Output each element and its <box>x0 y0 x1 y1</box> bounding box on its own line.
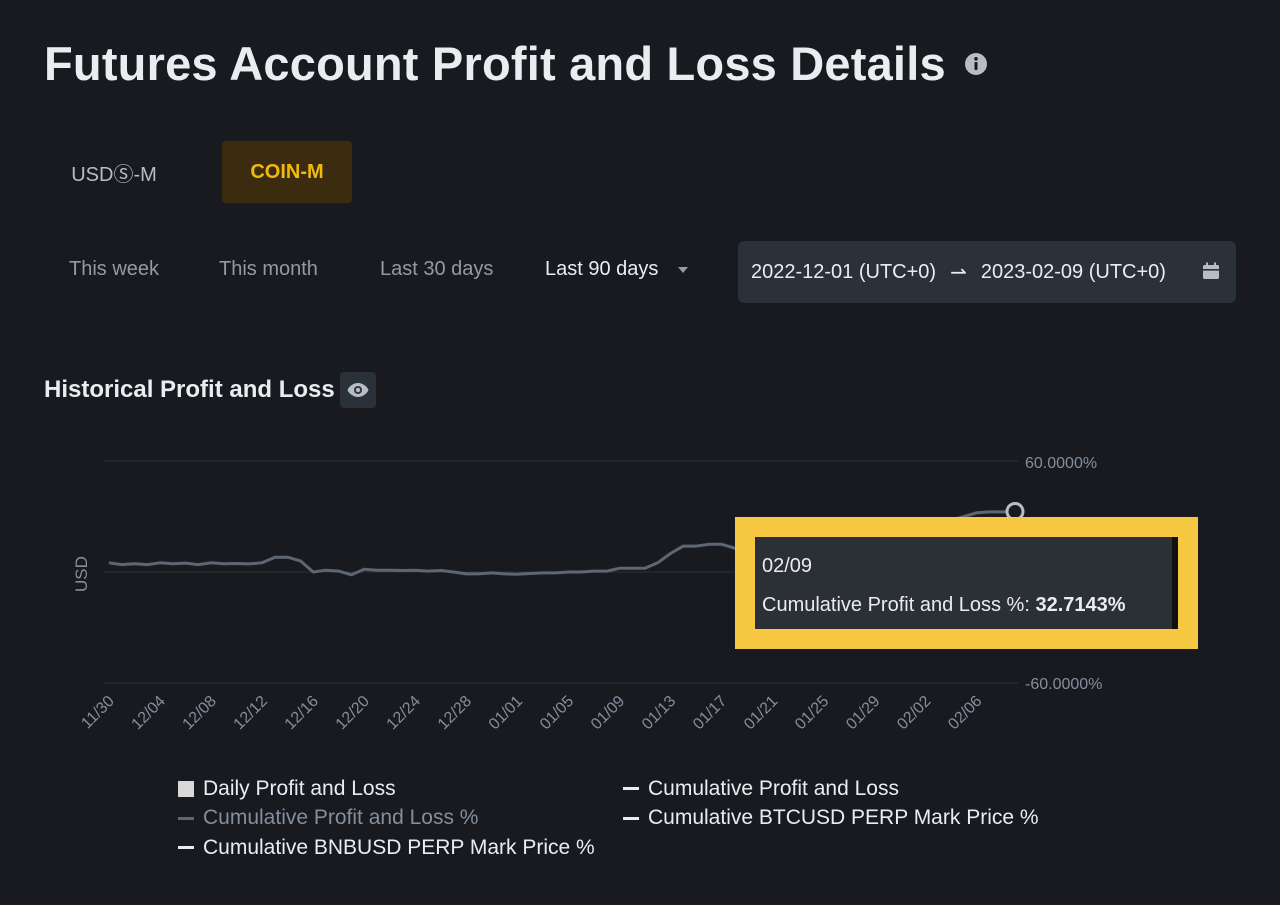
y-tick-label-bottom: -60.0000% <box>1025 676 1102 693</box>
legend-line-marker <box>623 787 639 791</box>
legend-label: Cumulative Profit and Loss % <box>203 806 479 830</box>
legend-item-btcusd-mark-price[interactable]: Cumulative BTCUSD PERP Mark Price % <box>623 804 1039 834</box>
x-axis-ticks: 11/30 12/04 12/08 12/12 12/16 12/20 12/24 12/28… <box>78 693 985 733</box>
tooltip-value: 32.7143% <box>1035 594 1126 616</box>
x-tick-label: 02/06 <box>945 693 985 733</box>
x-tick-label: 12/28 <box>435 693 475 733</box>
x-tick-label: 12/24 <box>384 693 424 733</box>
section-title: Historical Profit and Loss <box>44 376 335 403</box>
x-tick-label: 12/04 <box>129 693 169 733</box>
legend-line-marker <box>623 816 639 820</box>
chart-tooltip: 02/09 Cumulative Profit and Loss %: 32.7… <box>755 537 1178 629</box>
range-this-week-button[interactable]: This week <box>69 258 160 280</box>
calendar-icon[interactable] <box>1202 262 1220 280</box>
y-axis-label: USD <box>72 556 91 592</box>
tab-coin-m[interactable]: COIN-M <box>222 141 352 203</box>
x-tick-label: 12/16 <box>282 693 322 733</box>
range-last-90-days-label: Last 90 days <box>545 258 659 280</box>
eye-icon <box>347 383 369 397</box>
legend-item-daily-pnl[interactable]: Daily Profit and Loss <box>178 774 595 804</box>
range-last-90-days-dropdown[interactable]: Last 90 days <box>545 258 689 281</box>
x-tick-label: 01/01 <box>486 693 526 733</box>
legend-label: Cumulative Profit and Loss <box>648 776 899 800</box>
range-last-30-days-button[interactable]: Last 30 days <box>380 258 494 280</box>
x-tick-label: 01/09 <box>588 693 628 733</box>
x-tick-label: 01/05 <box>537 693 577 733</box>
date-range-end: 2023-02-09 (UTC+0) <box>980 260 1166 283</box>
tab-usds-m[interactable]: USDⓈ-M <box>71 163 157 186</box>
caret-down-icon <box>678 266 689 273</box>
tooltip-date: 02/09 <box>762 555 813 577</box>
date-range-separator: ⇀ <box>950 261 967 284</box>
legend-right-column: Cumulative Profit and Loss Cumulative BT… <box>623 774 1039 833</box>
legend-label: Daily Profit and Loss <box>203 776 396 800</box>
y-tick-label-top: 60.0000% <box>1025 455 1097 472</box>
legend-left-column: Daily Profit and Loss Cumulative Profit … <box>178 774 595 863</box>
legend-label: Cumulative BNBUSD PERP Mark Price % <box>203 835 595 859</box>
tooltip-line: Cumulative Profit and Loss %: 32.7143% <box>762 594 1172 617</box>
x-tick-label: 01/29 <box>843 693 883 733</box>
legend-label: Cumulative BTCUSD PERP Mark Price % <box>648 806 1039 830</box>
x-tick-label: 11/30 <box>78 693 118 733</box>
legend-item-cumulative-pnl[interactable]: Cumulative Profit and Loss <box>623 774 1039 804</box>
info-icon[interactable] <box>964 52 988 76</box>
date-range-start: 2022-12-01 (UTC+0) <box>751 260 937 283</box>
legend-item-bnbusd-mark-price[interactable]: Cumulative BNBUSD PERP Mark Price % <box>178 833 595 863</box>
legend-item-cumulative-pnl-pct[interactable]: Cumulative Profit and Loss % <box>178 804 595 834</box>
x-tick-label: 12/12 <box>231 693 271 733</box>
x-tick-label: 12/20 <box>333 693 373 733</box>
tooltip-label: Cumulative Profit and Loss %: <box>762 594 1030 616</box>
title-row: Futures Account Profit and Loss Details <box>44 36 988 91</box>
legend-line-marker <box>178 846 194 850</box>
legend-line-marker <box>178 816 194 820</box>
x-tick-label: 01/25 <box>792 693 832 733</box>
date-range-picker[interactable]: 2022-12-01 (UTC+0) ⇀ 2023-02-09 (UTC+0) <box>738 241 1236 303</box>
range-this-month-button[interactable]: This month <box>219 258 318 280</box>
toggle-visibility-button[interactable] <box>340 372 376 408</box>
x-tick-label: 12/08 <box>180 693 220 733</box>
legend-square-marker <box>178 780 194 797</box>
x-tick-label: 01/17 <box>690 693 730 733</box>
x-tick-label: 02/02 <box>894 693 934 733</box>
x-tick-label: 01/21 <box>741 693 781 733</box>
x-tick-label: 01/13 <box>639 693 679 733</box>
page-title: Futures Account Profit and Loss Details <box>44 37 946 90</box>
